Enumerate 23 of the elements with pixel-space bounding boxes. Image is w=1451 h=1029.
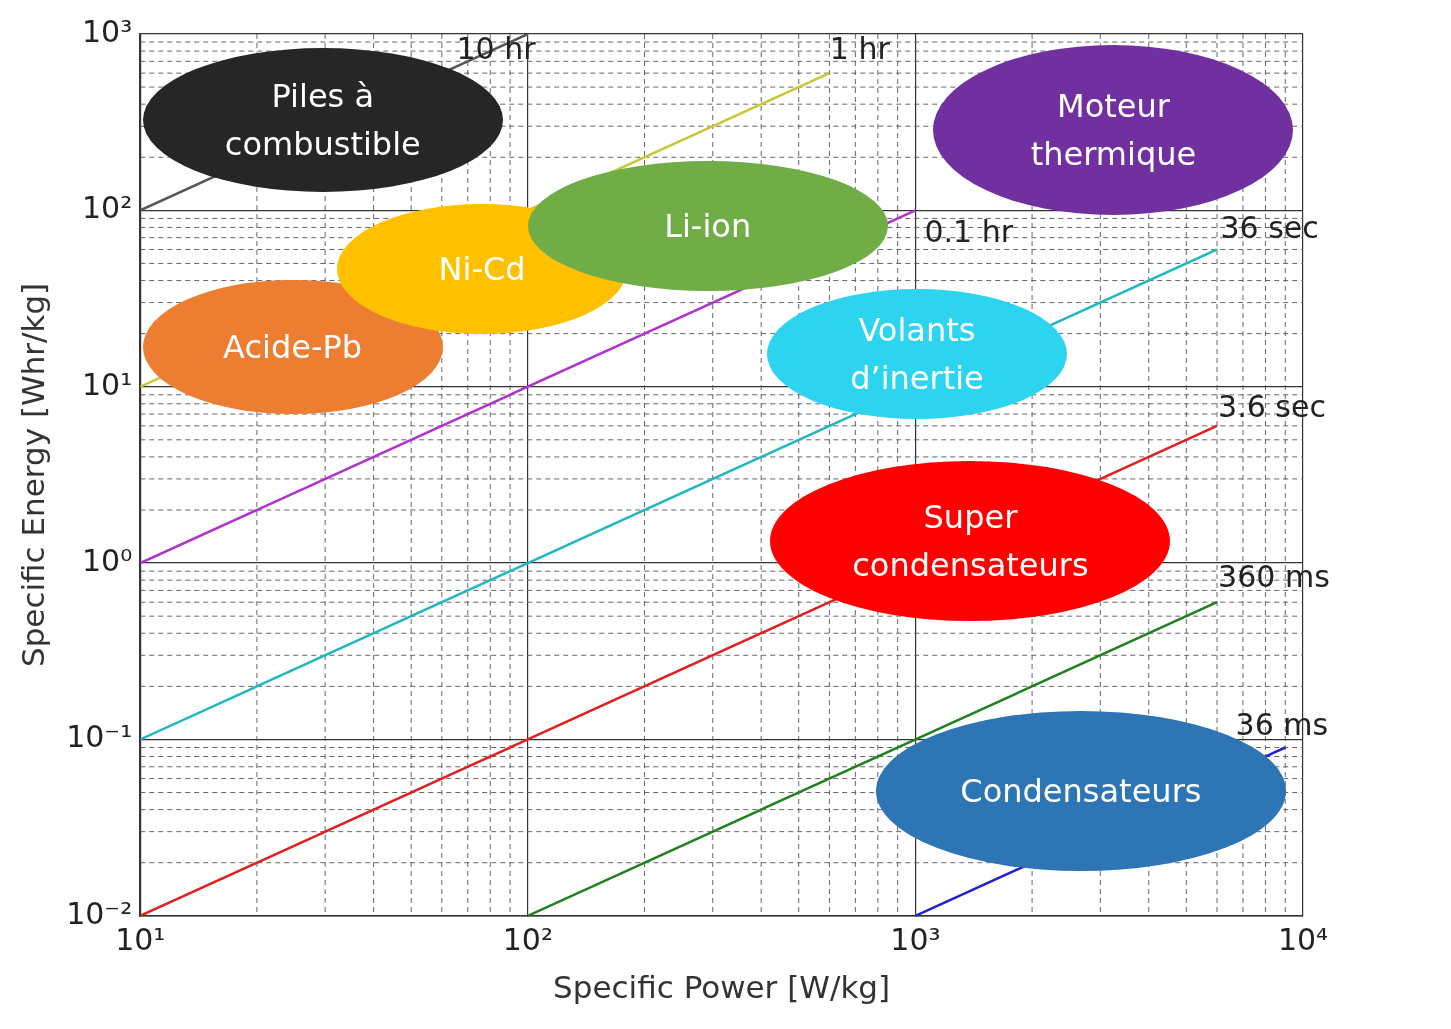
y-axis-title: Specific Energy [Whr/kg]	[14, 282, 51, 667]
y-tick-label: 10³	[82, 13, 133, 49]
y-tick-label: 10⁰	[82, 542, 133, 578]
oval-shape: Moteur thermique	[933, 45, 1294, 216]
oval-shape: Acide-Pb	[142, 280, 443, 415]
y-tick-label: 10⁻¹	[66, 719, 133, 755]
oval-shape: Volants d’inertie	[766, 289, 1067, 420]
x-tick-label: 10³	[890, 921, 941, 957]
series-label: 0.1 hr	[924, 214, 1014, 250]
oval-shape: Li-ion	[527, 161, 888, 292]
y-tick-label: 10¹	[82, 366, 133, 402]
x-tick-label: 10²	[502, 921, 553, 957]
series-label: 1 hr	[829, 30, 891, 66]
x-tick-label: 10⁴	[1277, 921, 1329, 957]
x-axis-title: Specific Power [W/kg]	[553, 969, 891, 1006]
y-tick-label: 10²	[82, 190, 133, 226]
oval-shape: Super condensateurs	[770, 461, 1171, 622]
annotation: Piles à combustible	[224, 76, 421, 166]
annotation: Moteur thermique	[1030, 86, 1197, 176]
annotation: Condensateurs	[960, 771, 1202, 813]
annotation: Super condensateurs	[852, 497, 1089, 587]
annotation: Li-ion	[664, 206, 752, 248]
annotation: Volants d’inertie	[850, 310, 984, 400]
